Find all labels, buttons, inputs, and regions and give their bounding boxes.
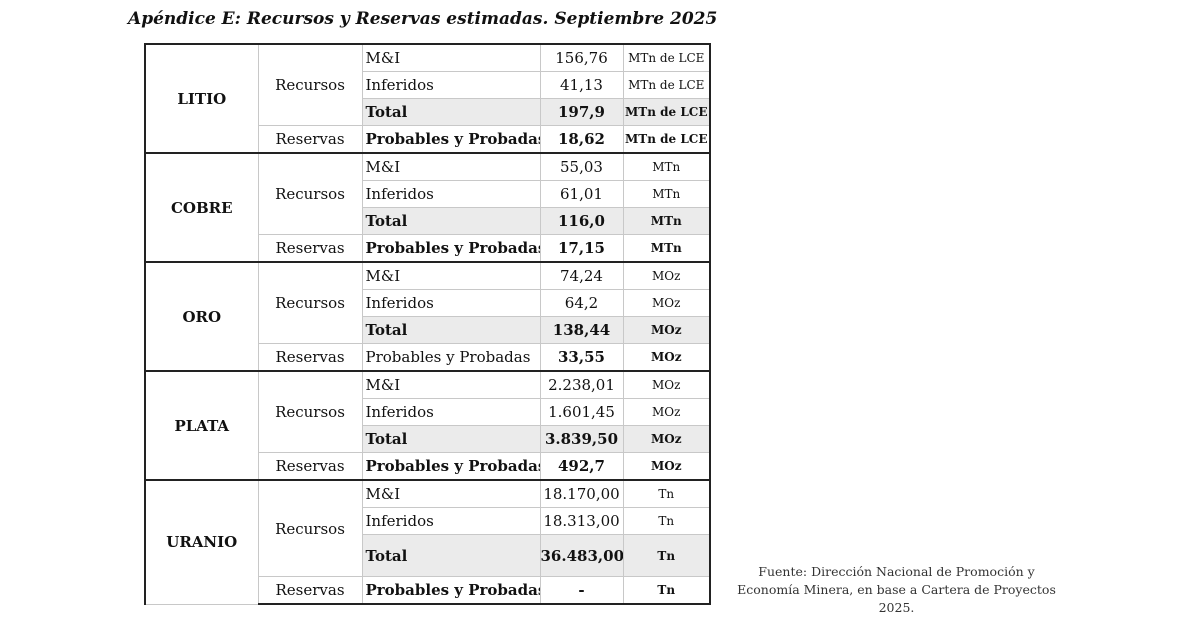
table-row: Reservas Probables y Probadas 18,62 MTn …	[145, 125, 711, 154]
unit-cell: MTn de LCE	[622, 43, 711, 72]
subcategory-label: M&I	[361, 152, 541, 181]
unit-cell: Tn	[622, 576, 711, 605]
mineral-name: URANIO	[144, 479, 259, 605]
resources-table: LITIO Recursos M&I 156,76 MTn de LCE Inf…	[144, 43, 711, 605]
category-reservas: Reservas	[257, 234, 363, 263]
value-cell: 18,62	[539, 125, 624, 154]
page-title: Apéndice E: Recursos y Reservas estimada…	[128, 9, 718, 29]
subcategory-label: Probables y Probadas	[361, 125, 541, 154]
subcategory-label: Probables y Probadas	[361, 452, 541, 481]
mineral-name: PLATA	[144, 370, 259, 481]
unit-cell: MTn de LCE	[622, 125, 711, 154]
value-cell: 116,0	[539, 207, 624, 235]
category-reservas: Reservas	[257, 452, 363, 481]
subcategory-label: M&I	[361, 370, 541, 399]
value-cell: 41,13	[539, 71, 624, 99]
category-recursos: Recursos	[257, 43, 363, 126]
subcategory-label: M&I	[361, 43, 541, 72]
unit-cell: MTn	[622, 207, 711, 235]
table-row: Reservas Probables y Probadas 492,7 MOz	[145, 452, 711, 481]
unit-cell: MTn	[622, 234, 711, 263]
subcategory-label: Total	[361, 425, 541, 453]
table-row: ORO Recursos M&I 74,24 MOz	[144, 261, 711, 372]
value-cell: 36.483,00	[539, 534, 624, 577]
table-row: Total 138,44 MOz	[145, 316, 711, 344]
category-reservas: Reservas	[257, 576, 363, 605]
subcategory-label: M&I	[361, 261, 541, 290]
value-cell: 3.839,50	[539, 425, 624, 453]
value-cell: 33,55	[539, 343, 624, 372]
category-reservas: Reservas	[257, 343, 363, 372]
value-cell: 138,44	[539, 316, 624, 344]
value-cell: 156,76	[539, 43, 624, 72]
unit-cell: MOz	[622, 343, 711, 372]
value-cell: 18.313,00	[539, 507, 624, 535]
table-row: Inferidos 1.601,45 MOz	[145, 398, 711, 426]
table-row: Reservas Probables y Probadas - Tn	[145, 576, 711, 605]
subcategory-label: Probables y Probadas	[361, 576, 541, 605]
source-note: Fuente: Dirección Nacional de Promoción …	[737, 564, 1056, 615]
subcategory-label: Total	[361, 98, 541, 126]
table-row: Inferidos 61,01 MTn	[145, 180, 711, 208]
value-cell: 18.170,00	[539, 479, 624, 508]
subcategory-label: Probables y Probadas	[361, 343, 541, 372]
unit-cell: MOz	[622, 398, 711, 426]
mineral-name: ORO	[144, 261, 259, 372]
table-row: Inferidos 41,13 MTn de LCE	[145, 71, 711, 99]
table-row: COBRE Recursos M&I 55,03 MTn	[144, 152, 711, 263]
unit-cell: MTn	[622, 180, 711, 208]
table-row: Total 36.483,00 Tn	[145, 534, 711, 577]
value-cell: 2.238,01	[539, 370, 624, 399]
table-row: Total 3.839,50 MOz	[145, 425, 711, 453]
unit-cell: MOz	[622, 289, 711, 317]
value-cell: 64,2	[539, 289, 624, 317]
table-row: Reservas Probables y Probadas 33,55 MOz	[145, 343, 711, 372]
table-row: Reservas Probables y Probadas 17,15 MTn	[145, 234, 711, 263]
category-recursos: Recursos	[257, 479, 363, 577]
unit-cell: MTn de LCE	[622, 71, 711, 99]
unit-cell: MOz	[622, 261, 711, 290]
value-cell: 197,9	[539, 98, 624, 126]
category-recursos: Recursos	[257, 261, 363, 344]
table-row: Total 197,9 MTn de LCE	[145, 98, 711, 126]
value-cell: 1.601,45	[539, 398, 624, 426]
category-recursos: Recursos	[257, 370, 363, 453]
unit-cell: Tn	[622, 479, 711, 508]
mineral-name: LITIO	[144, 43, 259, 154]
unit-cell: Tn	[622, 507, 711, 535]
table-row: PLATA Recursos M&I 2.238,01 MOz	[144, 370, 711, 481]
unit-cell: MTn	[622, 152, 711, 181]
unit-cell: MOz	[622, 316, 711, 344]
value-cell: -	[539, 576, 624, 605]
value-cell: 61,01	[539, 180, 624, 208]
subcategory-label: Total	[361, 207, 541, 235]
value-cell: 55,03	[539, 152, 624, 181]
category-reservas: Reservas	[257, 125, 363, 154]
subcategory-label: Inferidos	[361, 180, 541, 208]
unit-cell: MOz	[622, 370, 711, 399]
value-cell: 74,24	[539, 261, 624, 290]
unit-cell: Tn	[622, 534, 711, 577]
subcategory-label: Inferidos	[361, 71, 541, 99]
subcategory-label: Total	[361, 534, 541, 577]
subcategory-label: Inferidos	[361, 398, 541, 426]
subcategory-label: Total	[361, 316, 541, 344]
table-row: LITIO Recursos M&I 156,76 MTn de LCE	[144, 43, 711, 154]
value-cell: 492,7	[539, 452, 624, 481]
subcategory-label: Probables y Probadas	[361, 234, 541, 263]
unit-cell: MOz	[622, 425, 711, 453]
value-cell: 17,15	[539, 234, 624, 263]
table-row: Total 116,0 MTn	[145, 207, 711, 235]
table-row: Inferidos 64,2 MOz	[145, 289, 711, 317]
subcategory-label: Inferidos	[361, 289, 541, 317]
unit-cell: MOz	[622, 452, 711, 481]
subcategory-label: M&I	[361, 479, 541, 508]
table-row: URANIO Recursos M&I 18.170,00 Tn	[144, 479, 711, 605]
subcategory-label: Inferidos	[361, 507, 541, 535]
category-recursos: Recursos	[257, 152, 363, 235]
unit-cell: MTn de LCE	[622, 98, 711, 126]
mineral-name: COBRE	[144, 152, 259, 263]
